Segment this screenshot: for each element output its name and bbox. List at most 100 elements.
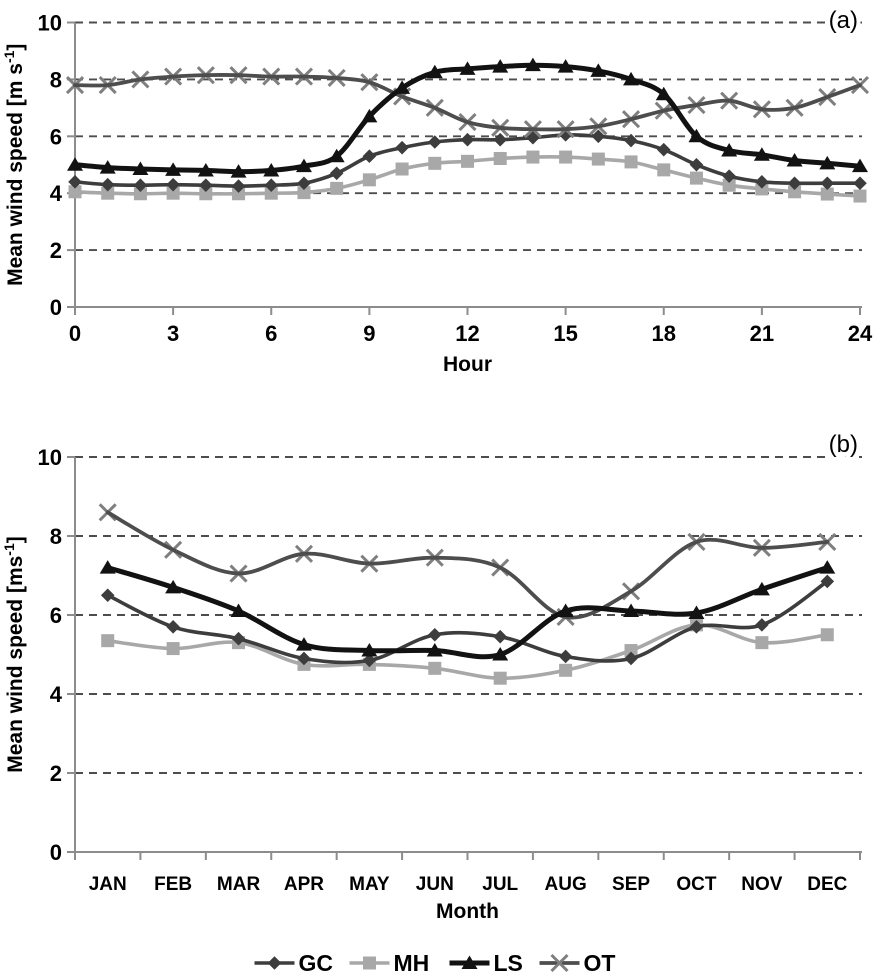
triangle-marker-icon <box>263 162 280 177</box>
square-marker-icon <box>199 187 213 201</box>
panel-label-a: (a) <box>829 7 858 34</box>
series-MH <box>68 150 867 203</box>
diamond-marker-icon <box>231 631 246 646</box>
series-OT-line <box>105 510 830 620</box>
legend-item-ls: LS <box>449 950 523 976</box>
x-tick-label: DEC <box>807 874 847 895</box>
triangle-marker-icon <box>623 603 640 618</box>
triangle-marker-icon <box>459 61 476 75</box>
legend-label: GC <box>299 950 334 976</box>
x-tick-label: APR <box>284 874 324 895</box>
x-tick-label: 12 <box>455 321 479 346</box>
square-marker-icon <box>133 187 147 201</box>
diamond-marker-icon <box>591 129 606 144</box>
y-tick-label: 6 <box>50 124 62 149</box>
square-marker-icon <box>657 163 671 177</box>
diamond-marker-icon <box>624 651 638 666</box>
square-marker-icon <box>330 181 344 195</box>
legend-label: MH <box>394 950 430 976</box>
diamond-marker-icon <box>297 176 311 191</box>
diamond-marker-icon <box>329 166 344 181</box>
y-tick-label: 8 <box>50 524 62 549</box>
diamond-marker-icon <box>166 620 180 634</box>
square-marker-icon <box>755 636 769 650</box>
square-marker-icon <box>264 186 278 200</box>
series-LS-line <box>105 565 830 660</box>
triangle-marker-icon <box>655 86 672 101</box>
series-MH <box>101 618 834 685</box>
y-tick-label: 4 <box>50 682 63 707</box>
triangle-marker-icon <box>361 643 378 657</box>
diamond-marker-icon <box>755 175 769 189</box>
square-marker-icon <box>624 644 638 658</box>
series-LS-markers <box>99 560 836 661</box>
diamond-marker-icon <box>820 176 835 191</box>
square-marker-icon <box>559 150 573 164</box>
diamond-marker-icon <box>624 133 638 148</box>
x-tick-label: JUL <box>482 874 518 895</box>
square-marker-icon <box>493 151 507 165</box>
square-marker-icon <box>68 185 82 199</box>
diamond-marker-icon <box>493 132 508 147</box>
square-marker-icon <box>820 187 834 201</box>
y-tick-label: 0 <box>50 295 62 320</box>
square-marker-icon <box>428 156 442 170</box>
triangle-marker-icon <box>753 147 770 161</box>
diamond-marker-icon <box>166 177 180 192</box>
diamond-marker-icon <box>362 149 377 164</box>
square-marker-icon <box>755 182 769 196</box>
square-marker-icon <box>788 185 802 199</box>
triangle-marker-icon <box>852 158 868 173</box>
square-marker-icon <box>428 661 442 675</box>
x-axis-title: Hour <box>443 353 492 376</box>
square-marker-icon <box>101 634 115 648</box>
x-tick-label: 0 <box>69 321 81 346</box>
square-marker-icon <box>362 173 376 187</box>
square-marker-icon <box>526 150 540 164</box>
triangle-marker-icon <box>132 161 149 176</box>
square-marker-icon <box>689 171 703 185</box>
x-tick-label: JUN <box>416 874 454 895</box>
triangle-marker-icon <box>295 158 312 173</box>
square-marker-icon <box>166 642 180 656</box>
triangle-marker-icon <box>524 57 541 72</box>
triangle-marker-icon <box>688 605 705 620</box>
triangle-marker-icon <box>230 164 247 178</box>
gridlines-b <box>75 456 862 774</box>
diamond-marker-icon <box>689 157 704 172</box>
x-tick-label: FEB <box>154 874 192 895</box>
square-marker-icon <box>395 162 409 176</box>
x-tick-label: NOV <box>741 874 783 895</box>
y-tick-label: 0 <box>50 840 62 865</box>
triangle-marker-icon <box>328 148 345 163</box>
x-tick-label: 24 <box>848 321 873 346</box>
chart-b-monthly-wind-speed: 0 2 4 6 8 10 JAN FEB MAR APR MAY JUN JUL AUG SEP OCT NOV… <box>1 427 862 923</box>
x-tick-label: 18 <box>652 321 676 346</box>
triangle-marker-icon <box>165 162 182 176</box>
triangle-marker-icon <box>786 152 803 167</box>
y-tick-label: 10 <box>38 11 62 36</box>
diamond-marker-icon <box>231 179 246 193</box>
x-tick-label: 3 <box>167 321 179 346</box>
diamond-marker-icon <box>853 176 867 191</box>
triangle-marker-icon <box>819 155 836 170</box>
diamond-marker-icon <box>427 627 442 642</box>
series-GC-markers <box>100 574 835 668</box>
triangle-marker-icon <box>99 160 116 174</box>
triangle-marker-icon <box>557 603 574 618</box>
diamond-marker-icon <box>722 169 736 183</box>
diamond-marker-icon <box>820 574 835 589</box>
triangle-marker-icon <box>197 162 214 177</box>
x-tick-label: MAR <box>217 874 261 895</box>
x-marker-icon <box>550 953 569 973</box>
square-marker-icon <box>101 186 115 200</box>
triangle-marker-icon <box>623 71 640 86</box>
series-LS <box>67 57 868 178</box>
diamond-marker-icon <box>100 177 115 192</box>
triangle-marker-icon <box>165 579 182 594</box>
diamond-marker-icon <box>267 956 282 970</box>
y-tick-labels: 0 2 4 6 8 10 <box>38 11 75 320</box>
series-GC <box>100 574 835 668</box>
triangle-marker-icon <box>67 157 83 171</box>
